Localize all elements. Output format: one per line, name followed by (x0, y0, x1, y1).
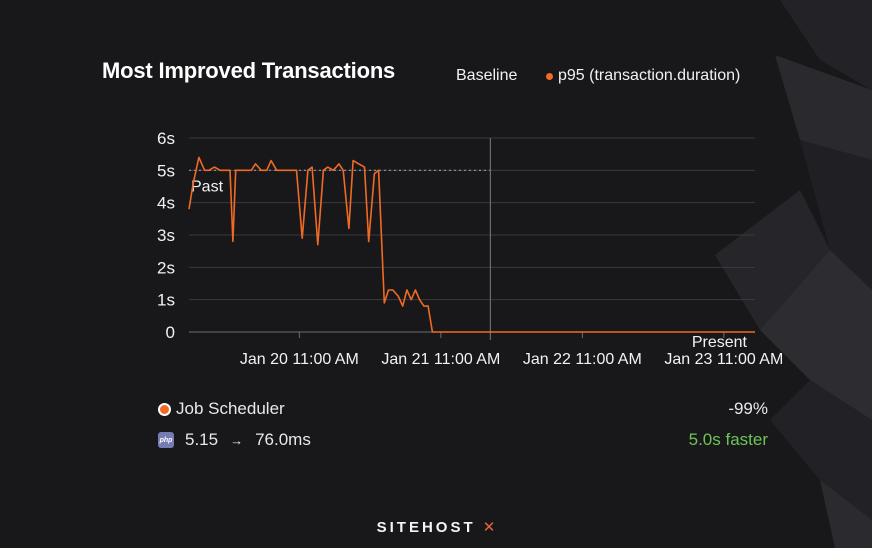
annotation-past: Past (191, 178, 224, 195)
y-tick-label: 4s (157, 194, 175, 213)
brand-name: SITEHOST (377, 519, 476, 536)
y-tick-label: 6s (157, 129, 175, 148)
php-icon: php (158, 432, 174, 448)
duration-delta: 5.0s faster (689, 430, 768, 450)
x-tick-label: Jan 23 11:00 AM (664, 351, 783, 368)
line-chart: 6s 5s 4s 3s 2s 1s 0 Jan 20 11:00 AM Jan 21 11:00… (0, 0, 872, 548)
y-tick-label: 1s (157, 291, 175, 310)
x-tick-label: Jan 21 11:00 AM (381, 351, 500, 368)
y-tick-label: 0 (166, 323, 175, 342)
annotation-present: Present (692, 334, 748, 351)
brand-logo-icon: ✕ (483, 519, 496, 536)
transaction-change-pct: -99% (728, 399, 768, 419)
duration-after: 76.0ms (255, 430, 311, 450)
transaction-row[interactable]: Job Scheduler -99% (158, 399, 768, 419)
transaction-status-dot-icon (158, 403, 171, 416)
x-tick-label: Jan 20 11:00 AM (240, 351, 359, 368)
y-tick-label: 3s (157, 226, 175, 245)
arrow-right-icon: → (230, 433, 243, 448)
duration-before: 5.15 (185, 430, 218, 450)
x-tick-label: Jan 22 11:00 AM (523, 351, 642, 368)
transaction-detail-row: php 5.15 → 76.0ms 5.0s faster (158, 430, 768, 450)
transaction-name[interactable]: Job Scheduler (176, 399, 285, 419)
series-line (189, 157, 755, 332)
brand-footer: SITEHOST ✕ (0, 518, 872, 536)
y-tick-label: 5s (157, 161, 175, 180)
y-tick-label: 2s (157, 258, 175, 277)
